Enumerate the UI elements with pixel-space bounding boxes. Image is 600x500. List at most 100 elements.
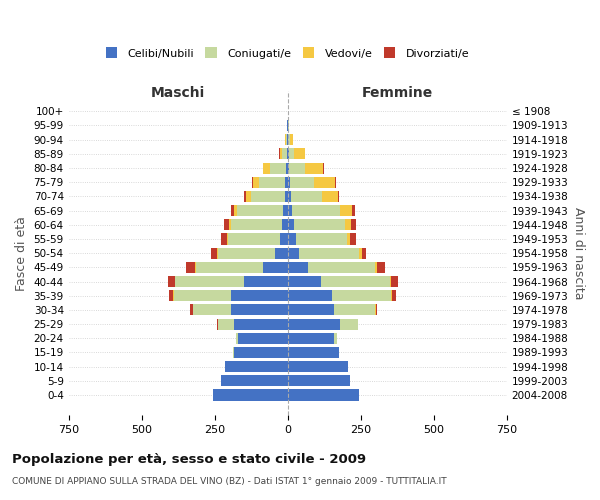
Bar — [259, 176, 286, 188]
Bar — [218, 318, 233, 330]
Bar — [321, 276, 390, 287]
Bar — [287, 234, 296, 244]
Bar — [286, 176, 287, 188]
Bar — [287, 332, 334, 344]
Bar — [275, 248, 287, 258]
Bar — [238, 332, 287, 344]
Bar — [252, 176, 253, 188]
Y-axis label: Anni di nascita: Anni di nascita — [572, 207, 585, 300]
Bar — [314, 176, 335, 188]
Bar — [292, 205, 340, 216]
Bar — [231, 220, 282, 230]
Bar — [287, 290, 331, 301]
Text: Maschi: Maschi — [151, 86, 205, 100]
Bar — [331, 290, 391, 301]
Bar — [280, 148, 282, 160]
Bar — [287, 148, 289, 160]
Bar — [169, 290, 173, 301]
Bar — [174, 290, 231, 301]
Bar — [287, 162, 289, 173]
Bar — [299, 248, 359, 258]
Bar — [285, 191, 287, 202]
Bar — [236, 205, 283, 216]
Bar — [211, 248, 217, 258]
Bar — [217, 248, 218, 258]
Bar — [287, 304, 334, 316]
Bar — [290, 134, 293, 145]
Bar — [229, 220, 231, 230]
Bar — [253, 176, 259, 188]
Bar — [305, 162, 323, 173]
Bar — [190, 304, 193, 316]
Bar — [229, 234, 280, 244]
Text: Popolazione per età, sesso e stato civile - 2009: Popolazione per età, sesso e stato civil… — [12, 452, 366, 466]
Bar — [359, 248, 362, 258]
Bar — [296, 234, 347, 244]
Bar — [213, 390, 287, 400]
Bar — [334, 332, 337, 344]
Bar — [193, 304, 231, 316]
Bar — [186, 262, 195, 273]
Bar — [246, 191, 251, 202]
Bar — [244, 276, 287, 287]
Bar — [338, 191, 340, 202]
Bar — [287, 318, 340, 330]
Bar — [244, 191, 246, 202]
Bar — [288, 134, 290, 145]
Bar — [224, 220, 229, 230]
Text: Femmine: Femmine — [362, 86, 433, 100]
Bar — [377, 262, 385, 273]
Bar — [263, 162, 270, 173]
Bar — [390, 276, 391, 287]
Bar — [287, 376, 350, 386]
Bar — [335, 176, 337, 188]
Bar — [334, 304, 376, 316]
Bar — [175, 276, 244, 287]
Y-axis label: Fasce di età: Fasce di età — [15, 216, 28, 290]
Bar — [285, 134, 286, 145]
Bar — [347, 234, 350, 244]
Bar — [294, 220, 345, 230]
Bar — [286, 162, 287, 173]
Bar — [308, 262, 376, 273]
Bar — [287, 262, 308, 273]
Bar — [287, 248, 299, 258]
Bar — [233, 347, 287, 358]
Bar — [227, 234, 229, 244]
Bar — [289, 162, 305, 173]
Bar — [225, 361, 287, 372]
Bar — [352, 205, 355, 216]
Bar — [391, 276, 398, 287]
Bar — [287, 361, 347, 372]
Bar — [287, 176, 290, 188]
Legend: Celibi/Nubili, Coniugati/e, Vedovi/e, Divorziati/e: Celibi/Nubili, Coniugati/e, Vedovi/e, Di… — [102, 44, 473, 62]
Bar — [392, 290, 396, 301]
Bar — [376, 304, 377, 316]
Bar — [196, 262, 263, 273]
Bar — [291, 191, 322, 202]
Bar — [289, 148, 295, 160]
Text: COMUNE DI APPIANO SULLA STRADA DEL VINO (BZ) - Dati ISTAT 1° gennaio 2009 - TUTT: COMUNE DI APPIANO SULLA STRADA DEL VINO … — [12, 477, 446, 486]
Bar — [231, 304, 287, 316]
Bar — [231, 290, 287, 301]
Bar — [283, 205, 287, 216]
Bar — [232, 205, 234, 216]
Bar — [263, 262, 287, 273]
Bar — [236, 332, 238, 344]
Bar — [340, 205, 352, 216]
Bar — [287, 276, 321, 287]
Bar — [287, 347, 339, 358]
Bar — [287, 191, 291, 202]
Bar — [280, 234, 287, 244]
Bar — [270, 162, 286, 173]
Bar — [218, 248, 275, 258]
Bar — [221, 234, 227, 244]
Bar — [295, 148, 305, 160]
Bar — [376, 262, 377, 273]
Bar — [282, 148, 287, 160]
Bar — [287, 390, 359, 400]
Bar — [351, 220, 356, 230]
Bar — [345, 220, 351, 230]
Bar — [168, 276, 175, 287]
Bar — [287, 220, 294, 230]
